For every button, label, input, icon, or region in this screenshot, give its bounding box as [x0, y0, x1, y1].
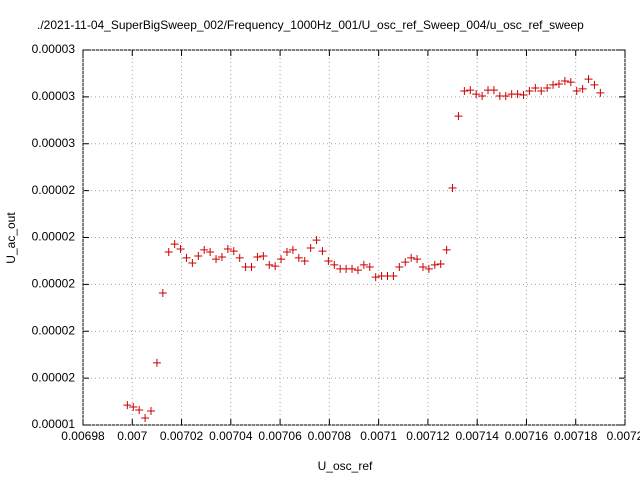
- x-tick-label: 0.0071: [360, 429, 397, 443]
- data-point: [359, 260, 368, 269]
- data-point: [217, 252, 226, 261]
- data-point: [478, 91, 487, 100]
- data-point: [572, 87, 581, 96]
- data-point: [158, 289, 167, 298]
- data-point: [182, 253, 191, 262]
- data-point: [294, 253, 303, 262]
- data-point: [235, 253, 244, 262]
- y-tick-label: 0.00003: [32, 136, 76, 150]
- data-point: [212, 255, 221, 264]
- data-point: [330, 260, 339, 269]
- data-point: [164, 248, 173, 257]
- data-point: [395, 263, 404, 272]
- data-point: [418, 263, 427, 272]
- data-point: [265, 260, 274, 269]
- data-point: [566, 78, 575, 87]
- data-point: [466, 86, 475, 95]
- data-point: [259, 252, 268, 261]
- data-point: [525, 87, 534, 96]
- data-point: [389, 271, 398, 280]
- data-point: [560, 76, 569, 85]
- x-tick-label: 0.00702: [160, 429, 204, 443]
- data-point: [277, 255, 286, 264]
- data-point: [324, 256, 333, 265]
- data-point: [554, 79, 563, 88]
- x-tick-label: 0.00698: [61, 429, 105, 443]
- data-point: [141, 413, 150, 422]
- data-point: [501, 91, 510, 100]
- data-point: [312, 236, 321, 245]
- data-point: [413, 255, 422, 264]
- data-point: [489, 86, 498, 95]
- data-point: [424, 264, 433, 273]
- y-tick-label: 0.00002: [32, 183, 76, 197]
- data-point: [194, 252, 203, 261]
- data-point: [188, 259, 197, 268]
- y-tick-label: 0.00001: [32, 417, 76, 431]
- x-tick-label: 0.00704: [209, 429, 253, 443]
- x-tick-label: 0.00718: [554, 429, 598, 443]
- data-point: [229, 247, 238, 256]
- x-tick-label: 0.0072: [607, 429, 640, 443]
- data-point: [442, 245, 451, 254]
- data-point: [318, 247, 327, 256]
- data-point: [365, 263, 374, 272]
- data-point: [584, 75, 593, 84]
- data-point: [247, 263, 256, 272]
- y-axis-label: U_ac_out: [4, 212, 18, 264]
- data-point: [223, 244, 232, 253]
- data-point: [348, 264, 357, 273]
- data-point: [152, 358, 161, 367]
- data-point: [549, 80, 558, 89]
- data-point: [401, 258, 410, 267]
- data-point: [176, 244, 185, 253]
- data-point: [436, 259, 445, 268]
- data-point: [371, 273, 380, 282]
- data-point: [531, 83, 540, 92]
- y-tick-label: 0.00002: [32, 370, 76, 384]
- data-point: [454, 112, 463, 121]
- data-point: [448, 184, 457, 193]
- data-point: [460, 87, 469, 96]
- data-point: [123, 401, 132, 410]
- y-tick-label: 0.00003: [32, 42, 76, 56]
- x-tick-label: 0.00716: [505, 429, 549, 443]
- data-point: [513, 90, 522, 99]
- x-axis-label: U_osc_ref: [318, 459, 373, 473]
- data-point: [596, 88, 605, 97]
- data-point: [353, 266, 362, 275]
- x-tick-label: 0.00706: [258, 429, 302, 443]
- data-point: [129, 402, 138, 411]
- y-tick-label: 0.00002: [32, 230, 76, 244]
- data-point: [543, 83, 552, 92]
- data-point: [288, 245, 297, 254]
- data-point: [519, 91, 528, 99]
- data-point: [170, 240, 179, 249]
- x-tick-label: 0.00708: [308, 429, 352, 443]
- x-tick-label: 0.00712: [406, 429, 450, 443]
- data-point: [407, 253, 416, 262]
- data-point: [135, 406, 144, 414]
- data-point: [253, 252, 262, 261]
- data-point: [271, 262, 280, 271]
- data-point: [472, 90, 481, 99]
- y-tick-label: 0.00002: [32, 323, 76, 337]
- y-tick-label: 0.00002: [32, 277, 76, 291]
- data-point: [590, 80, 599, 89]
- data-point: [200, 245, 209, 254]
- data-point: [537, 87, 546, 96]
- x-tick-label: 0.00714: [455, 429, 499, 443]
- chart-title: ./2021-11-04_SuperBigSweep_002/Frequency…: [37, 18, 584, 32]
- data-point: [306, 244, 315, 253]
- data-point: [282, 248, 291, 257]
- x-tick-label: 0.007: [117, 429, 147, 443]
- data-point: [578, 84, 587, 93]
- y-tick-label: 0.00003: [32, 89, 76, 103]
- data-point: [206, 248, 215, 257]
- data-point: [146, 406, 155, 415]
- data-point: [430, 260, 439, 269]
- data-point: [300, 256, 309, 265]
